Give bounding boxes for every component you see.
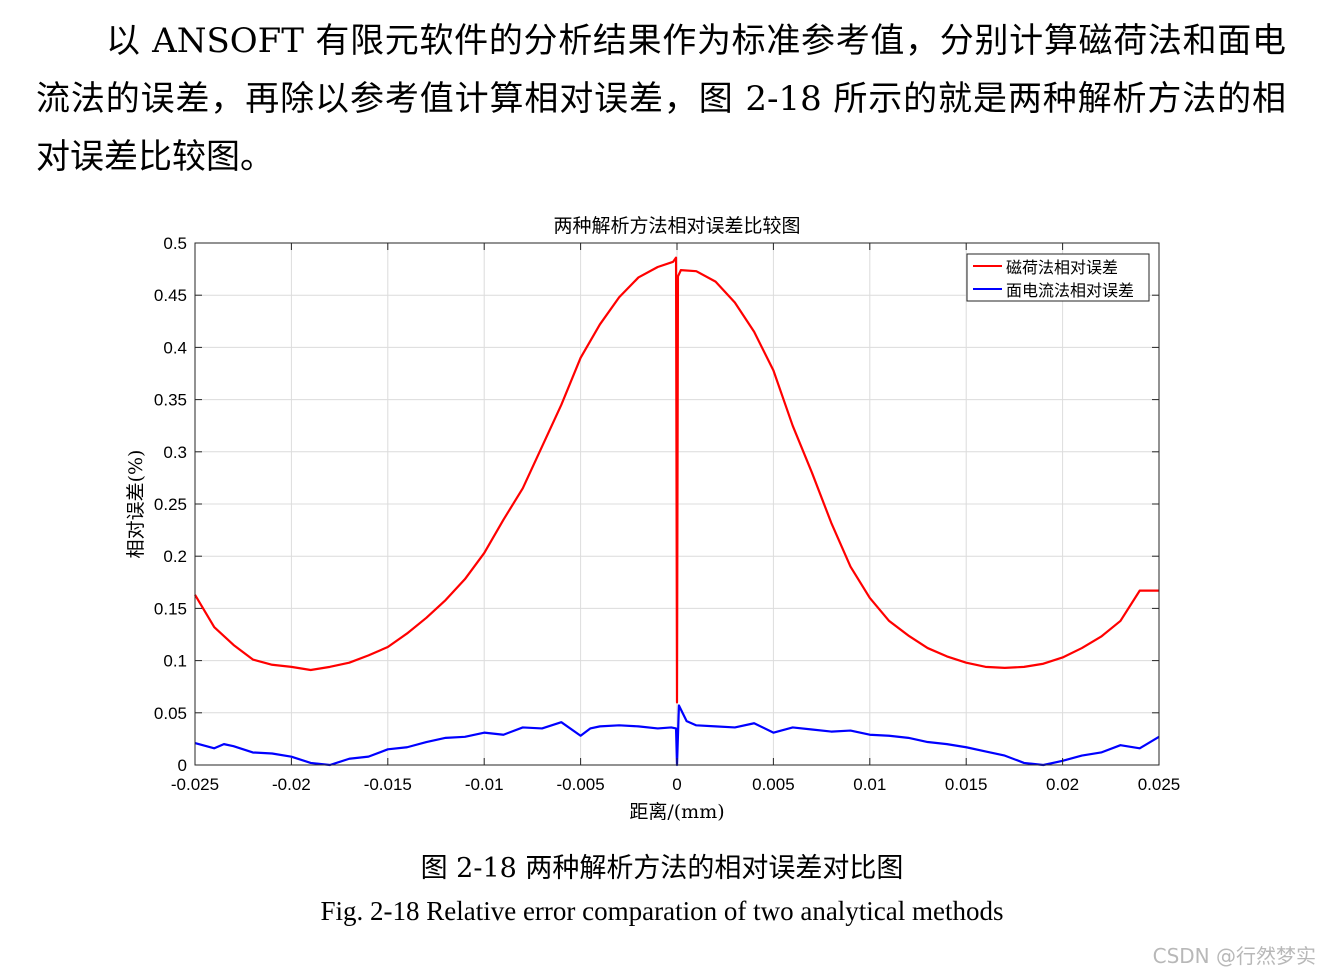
figure-caption-cn: 图 2-18 两种解析方法的相对误差对比图 [420, 853, 904, 884]
y-tick-label: 0.15 [154, 599, 187, 618]
y-tick-label: 0.1 [163, 652, 187, 671]
y-axis-label: 相对误差(%) [125, 450, 147, 559]
chart-title: 两种解析方法相对误差比较图 [553, 215, 800, 237]
legend-box [966, 253, 1150, 302]
x-tick-label: 0.005 [752, 775, 795, 794]
legend-label-1: 面电流法相对误差 [1006, 281, 1134, 300]
x-tick-label: -0.01 [465, 775, 504, 794]
legend-label-0: 磁荷法相对误差 [1006, 258, 1118, 277]
x-tick-label: -0.015 [364, 775, 412, 794]
x-tick-label: 0.025 [1138, 775, 1181, 794]
y-tick-label: 0.2 [163, 547, 187, 566]
series-line-0 [194, 256, 1159, 704]
watermark: CSDN @行然梦实 [1152, 944, 1316, 968]
y-tick-label: 0.4 [163, 338, 187, 357]
x-tick-label: -0.005 [556, 775, 604, 794]
x-tick-label: -0.02 [272, 775, 311, 794]
x-tick-label: 0.02 [1046, 775, 1079, 794]
y-tick-label: 0.35 [154, 391, 187, 410]
body-paragraph: 以 ANSOFT 有限元软件的分析结果作为标准参考值，分别计算磁荷法和面电流法的… [36, 21, 1286, 177]
x-tick-label: 0.015 [945, 775, 988, 794]
series-line-1 [194, 704, 1160, 767]
legend: 磁荷法相对误差 面电流法相对误差 [966, 253, 1150, 302]
series-lines [194, 256, 1160, 767]
axis-ticks: -0.025 -0.02 -0.015 -0.01 -0.005 0 0.005 0.01 0.… [154, 234, 1180, 794]
x-tick-label: 0.01 [853, 775, 886, 794]
y-tick-label: 0.25 [154, 495, 187, 514]
y-tick-label: 0 [178, 756, 187, 775]
x-tick-label: -0.025 [171, 775, 219, 794]
figure-caption-en: Fig. 2-18 Relative error comparation of … [320, 896, 1004, 926]
figure-chart: 两种解析方法相对误差比较图 -0.025 -0.02 -0.015 -0.01 -0.0… [0, 200, 1324, 844]
y-tick-label: 0.5 [163, 234, 187, 253]
y-tick-label: 0.05 [154, 704, 187, 723]
y-tick-label: 0.3 [163, 443, 187, 462]
chart-svg: 两种解析方法相对误差比较图 -0.025 -0.02 -0.015 -0.01 -0.0… [125, 215, 1180, 823]
x-axis-label: 距离/(mm) [629, 801, 724, 823]
x-tick-label: 0 [672, 775, 681, 794]
y-tick-label: 0.45 [154, 286, 187, 305]
